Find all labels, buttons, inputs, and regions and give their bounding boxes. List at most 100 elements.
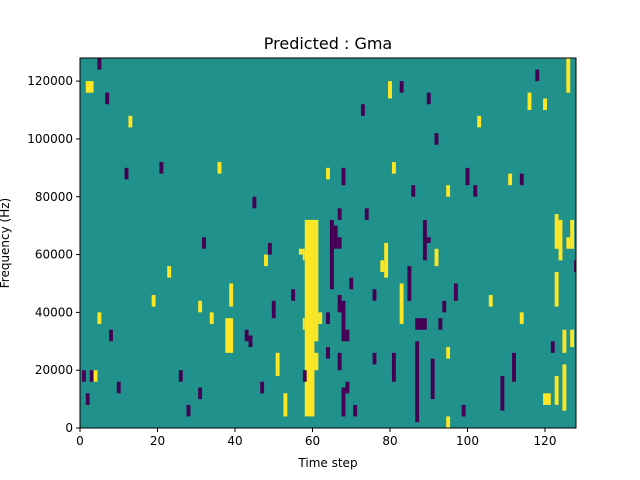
heatmap-cell-67: [93, 370, 98, 382]
heatmap-cell-41: [229, 283, 234, 307]
x-tick-label-5: 100: [456, 434, 479, 448]
x-tick-label-0: 0: [76, 434, 84, 448]
heatmap-cell-96: [391, 162, 396, 174]
heatmap-cell-47: [275, 352, 280, 376]
heatmap-cell-7: [329, 219, 334, 290]
heatmap-cell-59: [562, 364, 567, 411]
heatmap-cell-68: [85, 393, 90, 405]
heatmap-cell-30: [415, 318, 427, 330]
heatmap-cell-62: [543, 393, 551, 405]
heatmap-cell-17: [326, 312, 330, 324]
x-axis-label: Time step: [297, 456, 357, 470]
heatmap-cell-15: [349, 277, 354, 290]
heatmap-cell-34: [434, 248, 439, 267]
heatmap-cell-38: [453, 283, 458, 301]
heatmap-cell-61: [550, 341, 555, 353]
heatmap-cell-42: [244, 329, 249, 342]
heatmap-cell-48: [283, 393, 288, 417]
heatmap-cell-16: [353, 404, 358, 417]
heatmap-cell-65: [81, 370, 86, 382]
heatmap-cell-39: [461, 404, 466, 417]
heatmap-cell-101: [508, 173, 513, 186]
heatmap-cell-10: [337, 208, 342, 220]
y-tick-label-0: 0: [65, 421, 73, 435]
heatmap-cell-55: [562, 329, 567, 353]
heatmap-cell-98: [446, 185, 451, 197]
heatmap-cell-32: [426, 237, 431, 243]
heatmap-cell-81: [477, 115, 482, 128]
heatmap-cell-102: [519, 173, 524, 186]
heatmap-cell-69: [97, 58, 102, 70]
heatmap-cell-12: [341, 300, 346, 342]
heatmap-cell-26: [391, 352, 396, 382]
heatmap-cell-86: [527, 92, 532, 111]
heatmap-cell-88: [543, 98, 547, 111]
heatmap-cell-63: [570, 329, 575, 348]
x-tick-label-6: 120: [534, 434, 557, 448]
heatmap-cell-56: [566, 58, 571, 93]
heatmap-cell-74: [116, 381, 121, 394]
heatmap-cell-60: [574, 260, 576, 272]
heatmap-cell-97: [411, 185, 416, 197]
heatmap-cell-80: [209, 312, 214, 324]
heatmap-cell-52: [554, 271, 559, 307]
heatmap-cell-75: [124, 167, 129, 180]
y-axis: 0 20000 40000 60000 80000 100000 120000: [27, 74, 80, 435]
heatmap-cell-94: [341, 167, 346, 186]
heatmap-cell-36: [442, 300, 447, 313]
y-tick-label-5: 100000: [27, 132, 73, 146]
heatmap-cell-110: [446, 416, 451, 428]
y-tick-label-2: 40000: [35, 305, 73, 319]
x-tick-label-1: 20: [150, 434, 165, 448]
heatmap-cell-37: [446, 347, 451, 359]
heatmap-cell-89: [426, 92, 431, 105]
heatmap-cell-109: [260, 381, 265, 394]
y-tick-label-1: 20000: [35, 363, 73, 377]
heatmap-background: [80, 58, 576, 428]
x-axis: 0 20 40 60 80 100 120: [76, 428, 556, 448]
heatmap-cell-87: [535, 69, 540, 82]
heatmap-cell-18: [326, 347, 330, 359]
heatmap-cell-35: [438, 318, 443, 330]
heatmap-cell-76: [198, 387, 203, 400]
y-tick-label-6: 120000: [27, 74, 73, 88]
heatmap-cell-73: [128, 115, 133, 128]
heatmap-cell-23: [364, 208, 369, 220]
heatmap-cell-8: [333, 225, 338, 249]
heatmap-cell-54: [558, 219, 563, 261]
heatmap-cell-104: [159, 162, 164, 174]
heatmap-cell-72: [97, 312, 102, 324]
heatmap-cell-40: [225, 318, 234, 353]
heatmap-cell-0: [304, 219, 315, 417]
heatmap-cell-5: [318, 312, 323, 324]
heatmap-cell-84: [512, 352, 516, 382]
heatmap-cell-91: [399, 81, 404, 93]
heatmap-cell-82: [488, 295, 493, 307]
heatmap-cell-92: [388, 81, 392, 99]
heatmap-cell-4: [314, 352, 319, 371]
heatmap-cell-57: [570, 219, 575, 249]
heatmap-cell-51: [554, 375, 559, 405]
heatmap-cell-27: [399, 283, 404, 324]
heatmap-cell-90: [434, 133, 439, 145]
x-tick-label-4: 80: [382, 434, 397, 448]
heatmap-cell-103: [151, 295, 156, 307]
heatmap-cell-77: [198, 300, 203, 313]
heatmap-cell-44: [264, 254, 268, 267]
heatmap-cell-53: [554, 214, 559, 249]
heatmap-cell-43: [248, 335, 253, 348]
x-tick-label-2: 40: [227, 434, 242, 448]
heatmap-cell-9: [337, 237, 342, 249]
heatmap-cell-13: [345, 329, 350, 342]
heatmap-cell-50: [302, 370, 307, 382]
heatmap-cell-70: [105, 92, 110, 105]
heatmap-cell-79: [217, 162, 222, 174]
y-axis-label: Frequency (Hz): [0, 198, 12, 289]
heatmap-cell-93: [360, 104, 365, 116]
heatmap-cell-49: [291, 289, 296, 301]
heatmap-cell-100: [473, 185, 478, 197]
heatmap-cell-85: [519, 312, 524, 324]
heatmap-cell-2: [302, 248, 305, 261]
plot-area: [79, 57, 577, 429]
